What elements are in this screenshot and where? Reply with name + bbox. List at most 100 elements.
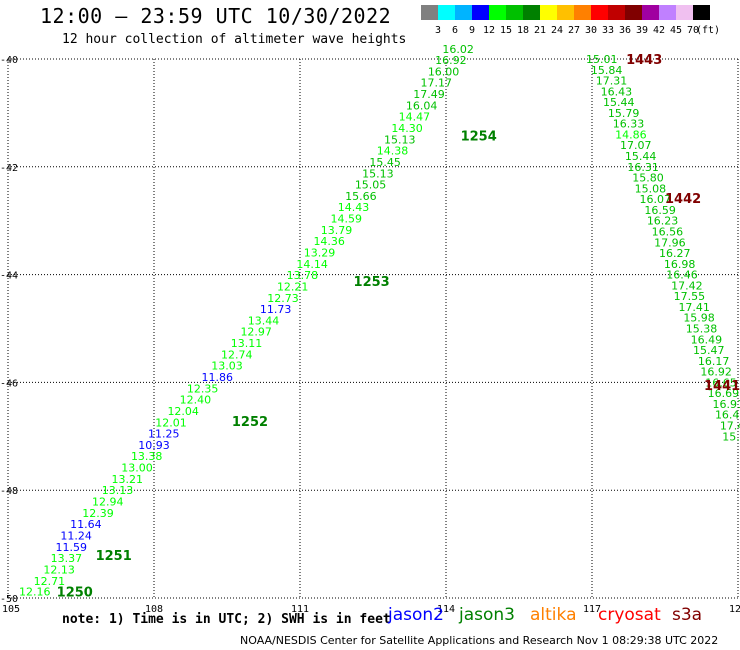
x-tick-label: 105: [2, 604, 20, 615]
wave-height-label: 15.45: [369, 156, 401, 169]
wave-height-label: 16.98: [664, 258, 696, 271]
scale-swatch: [608, 5, 625, 20]
axis-tick-labels: 105 108 111 114 117 120 -40 -42 -44 -46 -48 -50: [0, 55, 740, 615]
wave-height-label: 16.23: [647, 215, 679, 228]
scale-swatch: [625, 5, 642, 20]
wave-height-label: 17.96: [654, 236, 686, 249]
scale-tick-label: 27: [567, 25, 581, 36]
y-tick-label: -46: [0, 378, 18, 389]
wave-height-label: 15.82: [722, 430, 740, 443]
scale-tick-label: 39: [635, 25, 649, 36]
footnote: note: 1) Time is in UTC; 2) SWH is in fe…: [62, 612, 391, 627]
wave-height-label: 11.64: [70, 518, 102, 531]
wave-height-label: 17.17: [421, 77, 453, 90]
wave-height-label: 17.55: [674, 290, 706, 303]
scale-swatch: [523, 5, 540, 20]
chart-title: 12:00 – 23:59 UTC 10/30/2022: [40, 4, 392, 28]
wave-height-label: 15.13: [384, 133, 416, 146]
wave-height-label: 16.47: [715, 409, 740, 422]
pass-labels: 1250 1251 1252 1253 1254 1443 1442 1441: [57, 53, 740, 601]
wave-height-label: 14.14: [296, 258, 328, 271]
x-tick-label: 114: [437, 604, 455, 615]
y-tick-label: -42: [0, 163, 18, 174]
scale-swatch: [540, 5, 557, 20]
wave-height-label: 12.71: [34, 575, 66, 588]
pass-number-label: 1443: [626, 53, 662, 68]
wave-height-label: 13.03: [211, 360, 243, 373]
wave-height-label: 17.40: [720, 420, 740, 433]
wave-height-label: 16.04: [406, 99, 438, 112]
scale-swatch: [489, 5, 506, 20]
wave-height-label: 15.44: [603, 96, 635, 109]
wave-height-label: 16.69: [708, 387, 740, 400]
wave-height-label: 16.00: [428, 65, 460, 78]
wave-height-label: 13.79: [321, 224, 353, 237]
scale-tick-label: 42: [652, 25, 666, 36]
unit-label: (ft): [696, 25, 721, 36]
wave-height-label: 13.29: [304, 247, 336, 260]
pass-number-label: 1254: [461, 130, 497, 145]
wave-height-label: 14.59: [330, 213, 362, 226]
wave-height-label: 14.86: [615, 128, 647, 141]
pass-number-label: 1441: [704, 379, 740, 394]
scale-swatch: [506, 5, 523, 20]
wave-height-label: 14.43: [338, 201, 370, 214]
y-tick-label: -50: [0, 594, 18, 605]
wave-height-label: 11.59: [56, 541, 88, 554]
scale-tick-label: 30: [584, 25, 598, 36]
scale-tick-label: 6: [451, 25, 459, 36]
pass-number-label: 1253: [354, 275, 390, 290]
y-tick-label: -44: [0, 271, 18, 282]
scale-swatch: [455, 5, 472, 20]
legend-item-jason3: jason3: [459, 605, 515, 625]
wave-height-label: 15.08: [635, 182, 667, 195]
wave-height-label: 11.25: [148, 428, 180, 441]
pass-number-label: 1442: [665, 192, 701, 207]
legend-item-altika: altika: [530, 605, 577, 625]
scale-tick-label: 3: [434, 25, 442, 36]
wave-height-label: 14.36: [313, 235, 345, 248]
wave-height-label: 12.73: [267, 292, 299, 305]
wave-height-label: 17.49: [413, 88, 445, 101]
scale-tick-label: 36: [618, 25, 632, 36]
wave-height-label: 16.02: [442, 43, 474, 56]
scale-swatch: [659, 5, 676, 20]
scale-swatch: [438, 5, 455, 20]
wave-height-label: 15.13: [362, 167, 394, 180]
wave-height-label: 13.37: [51, 552, 83, 565]
wave-height-label: 17.31: [596, 75, 628, 88]
data-labels: 12.1612.7112.1313.3711.5911.2411.6412.39…: [19, 43, 740, 599]
wave-height-label: 13.38: [131, 450, 163, 463]
x-tick-label: 108: [145, 604, 163, 615]
wave-height-label: 16.17: [698, 355, 730, 368]
pass-number-label: 1252: [232, 415, 268, 430]
wave-height-label: 16.27: [659, 247, 691, 260]
scale-swatch: [693, 5, 710, 20]
wave-height-label: 13.13: [102, 484, 134, 497]
wave-height-label: 12.40: [180, 394, 212, 407]
x-tick-label: 111: [291, 604, 309, 615]
wave-height-label: 15.01: [586, 53, 618, 66]
wave-height-label: 15.80: [632, 172, 664, 185]
wave-height-label: 17.41: [678, 301, 710, 314]
wave-height-label: 15.66: [345, 190, 377, 203]
legend-item-cryosat: cryosat: [598, 605, 661, 625]
wave-height-label: 12.04: [167, 405, 199, 418]
scale-swatch: [557, 5, 574, 20]
x-tick-label: 117: [583, 604, 601, 615]
wave-height-label: 17.42: [671, 279, 703, 292]
wave-height-label: 15.38: [686, 323, 718, 336]
wave-height-label: 15.44: [625, 150, 657, 163]
wave-height-label: 16.46: [666, 269, 698, 282]
x-tick-label: 120: [729, 604, 740, 615]
wave-height-label: 16.65: [705, 376, 737, 389]
wave-height-label: 14.38: [377, 145, 409, 158]
scale-tick-label: 24: [550, 25, 564, 36]
chart-subtitle: 12 hour collection of altimeter wave hei…: [62, 32, 407, 47]
wave-height-label: 14.47: [399, 111, 431, 124]
wave-height-label: 16.92: [435, 54, 467, 67]
wave-height-label: 13.00: [121, 462, 153, 475]
legend-item-jason2: jason2: [388, 605, 444, 625]
wave-height-label: 16.59: [644, 204, 676, 217]
